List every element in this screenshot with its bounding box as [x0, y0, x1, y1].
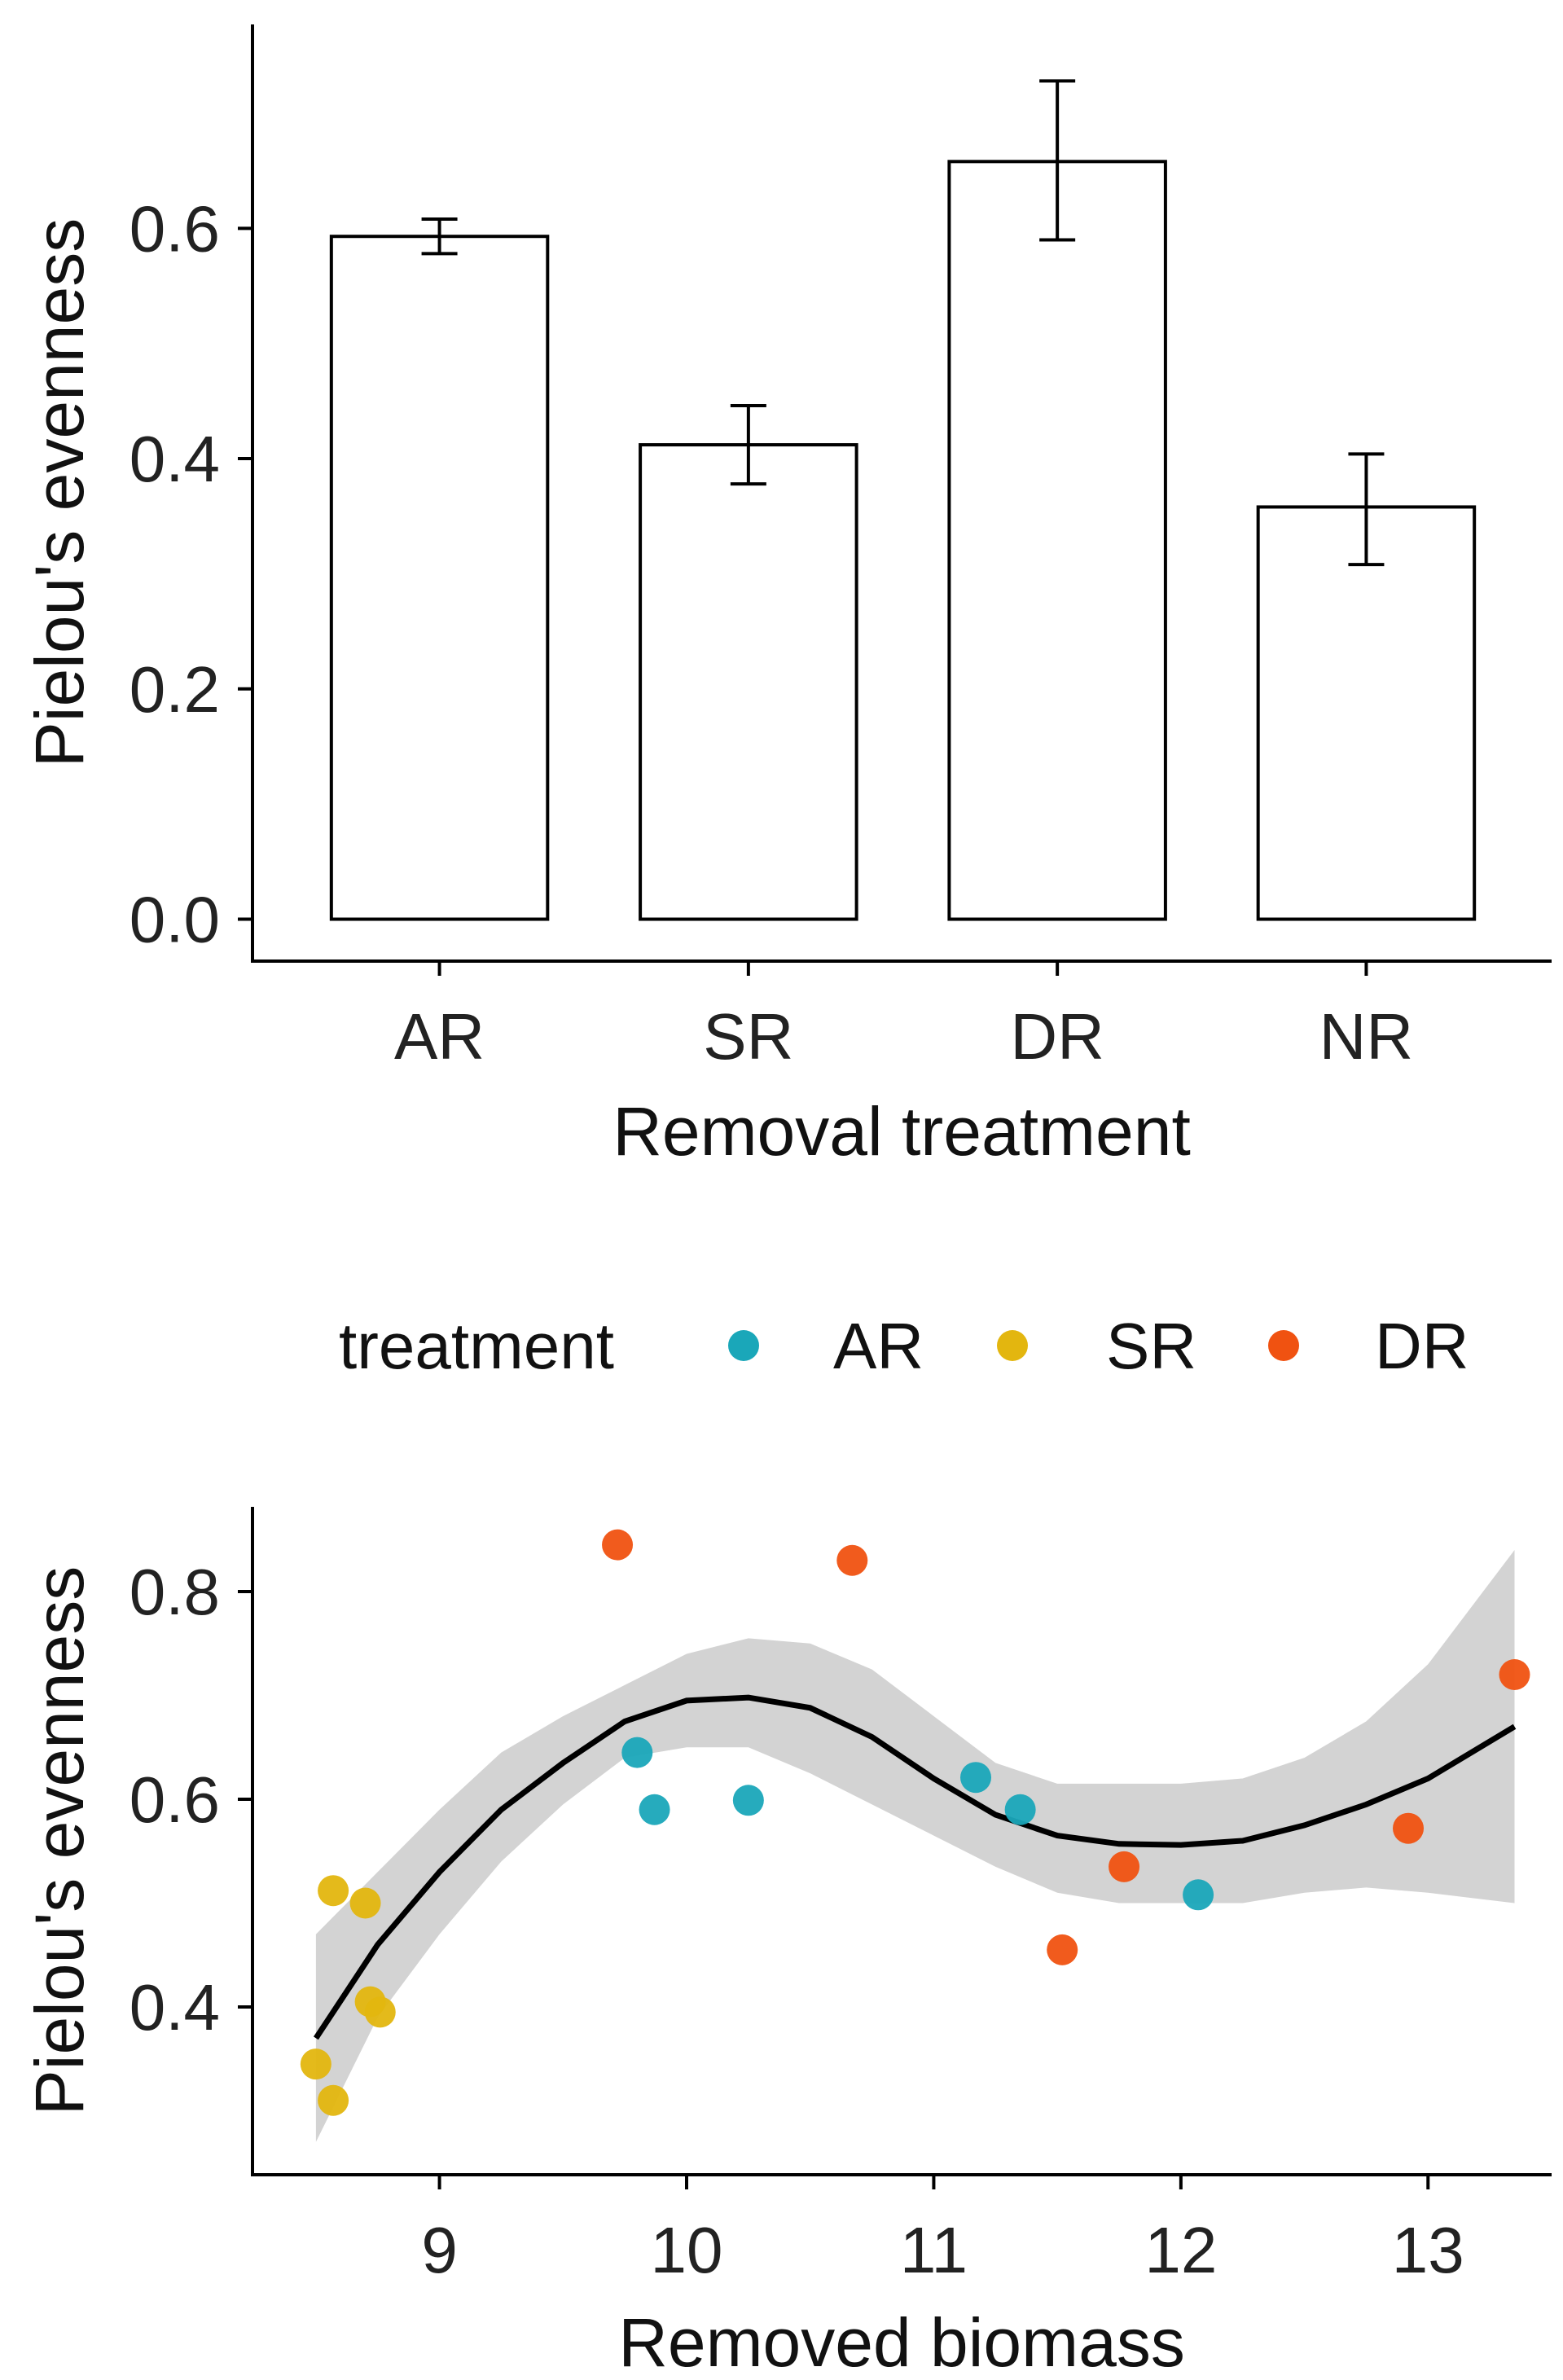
- bar-x-tick-label-nr: NR: [1319, 1000, 1414, 1073]
- bar-y-tick-label: 0.4: [130, 423, 220, 495]
- scatter-x-axis-title: Removed biomass: [618, 2304, 1185, 2380]
- point-dr: [836, 1544, 868, 1576]
- point-ar: [732, 1785, 764, 1816]
- point-dr: [1499, 1659, 1530, 1690]
- bar-sr: [639, 443, 858, 921]
- scatter-y-axis-title: Pielou's evenness: [21, 1566, 98, 2115]
- scatter-x-tick-label: 9: [421, 2214, 458, 2286]
- bar-x-tick-label-sr: SR: [703, 1000, 793, 1073]
- bar-nr: [1256, 505, 1477, 921]
- point-ar: [960, 1762, 992, 1794]
- scatter-x-tick-label: 11: [900, 2214, 968, 2286]
- point-ar: [1183, 1879, 1214, 1911]
- bar-dr: [947, 160, 1167, 921]
- bar-y-tick-label: 0.6: [130, 192, 220, 265]
- legend: treatment AR SR DR: [339, 1310, 1469, 1382]
- bar-chart-panel: AR SR DR NR 0.0 0.2 0.4 0.6 Removal treatment P…: [21, 24, 1552, 1170]
- legend-key-dr: [1268, 1330, 1299, 1361]
- point-sr: [318, 1875, 349, 1907]
- scatter-x-tick-label: 10: [651, 2214, 723, 2286]
- point-dr: [602, 1529, 634, 1561]
- bar-y-axis-title: Pielou's evenness: [21, 218, 98, 767]
- scatter-y-tick-label: 0.8: [130, 1556, 220, 1628]
- point-ar: [1004, 1794, 1036, 1825]
- scatter-x-tick-label: 13: [1392, 2214, 1464, 2286]
- bar-x-tick-label-dr: DR: [1010, 1000, 1104, 1073]
- point-sr: [349, 1887, 381, 1919]
- scatter-y-tick-label: 0.4: [130, 1971, 220, 2044]
- legend-title: treatment: [339, 1310, 614, 1382]
- smooth-fit-line: [313, 1694, 1517, 2040]
- point-dr: [1109, 1851, 1140, 1882]
- scatter-x-tick-label: 12: [1144, 2214, 1217, 2286]
- point-sr: [364, 1996, 396, 2028]
- point-dr: [1047, 1934, 1078, 1965]
- scatter-y-tick-label: 0.6: [130, 1763, 220, 1836]
- point-sr: [318, 2084, 349, 2116]
- legend-label-ar: AR: [833, 1310, 924, 1382]
- bar-y-tick-label: 0.0: [130, 884, 220, 956]
- scatter-chart-panel: 9 10 11 12 13 0.4 0.6 0.8 Removed biomass Pielo…: [21, 1507, 1552, 2380]
- point-ar: [621, 1737, 653, 1768]
- legend-key-ar: [728, 1330, 759, 1361]
- legend-key-sr: [997, 1330, 1028, 1361]
- legend-label-sr: SR: [1106, 1310, 1196, 1382]
- point-dr: [1393, 1812, 1425, 1844]
- point-ar: [639, 1794, 670, 1825]
- confidence-band: [315, 1550, 1515, 2142]
- point-sr: [300, 2048, 331, 2080]
- legend-label-dr: DR: [1375, 1310, 1469, 1382]
- bar-x-axis-title: Removal treatment: [612, 1093, 1191, 1170]
- bar-y-tick-label: 0.2: [130, 653, 220, 726]
- bar-x-tick-label-ar: AR: [394, 1000, 485, 1073]
- bar-ar: [329, 235, 550, 921]
